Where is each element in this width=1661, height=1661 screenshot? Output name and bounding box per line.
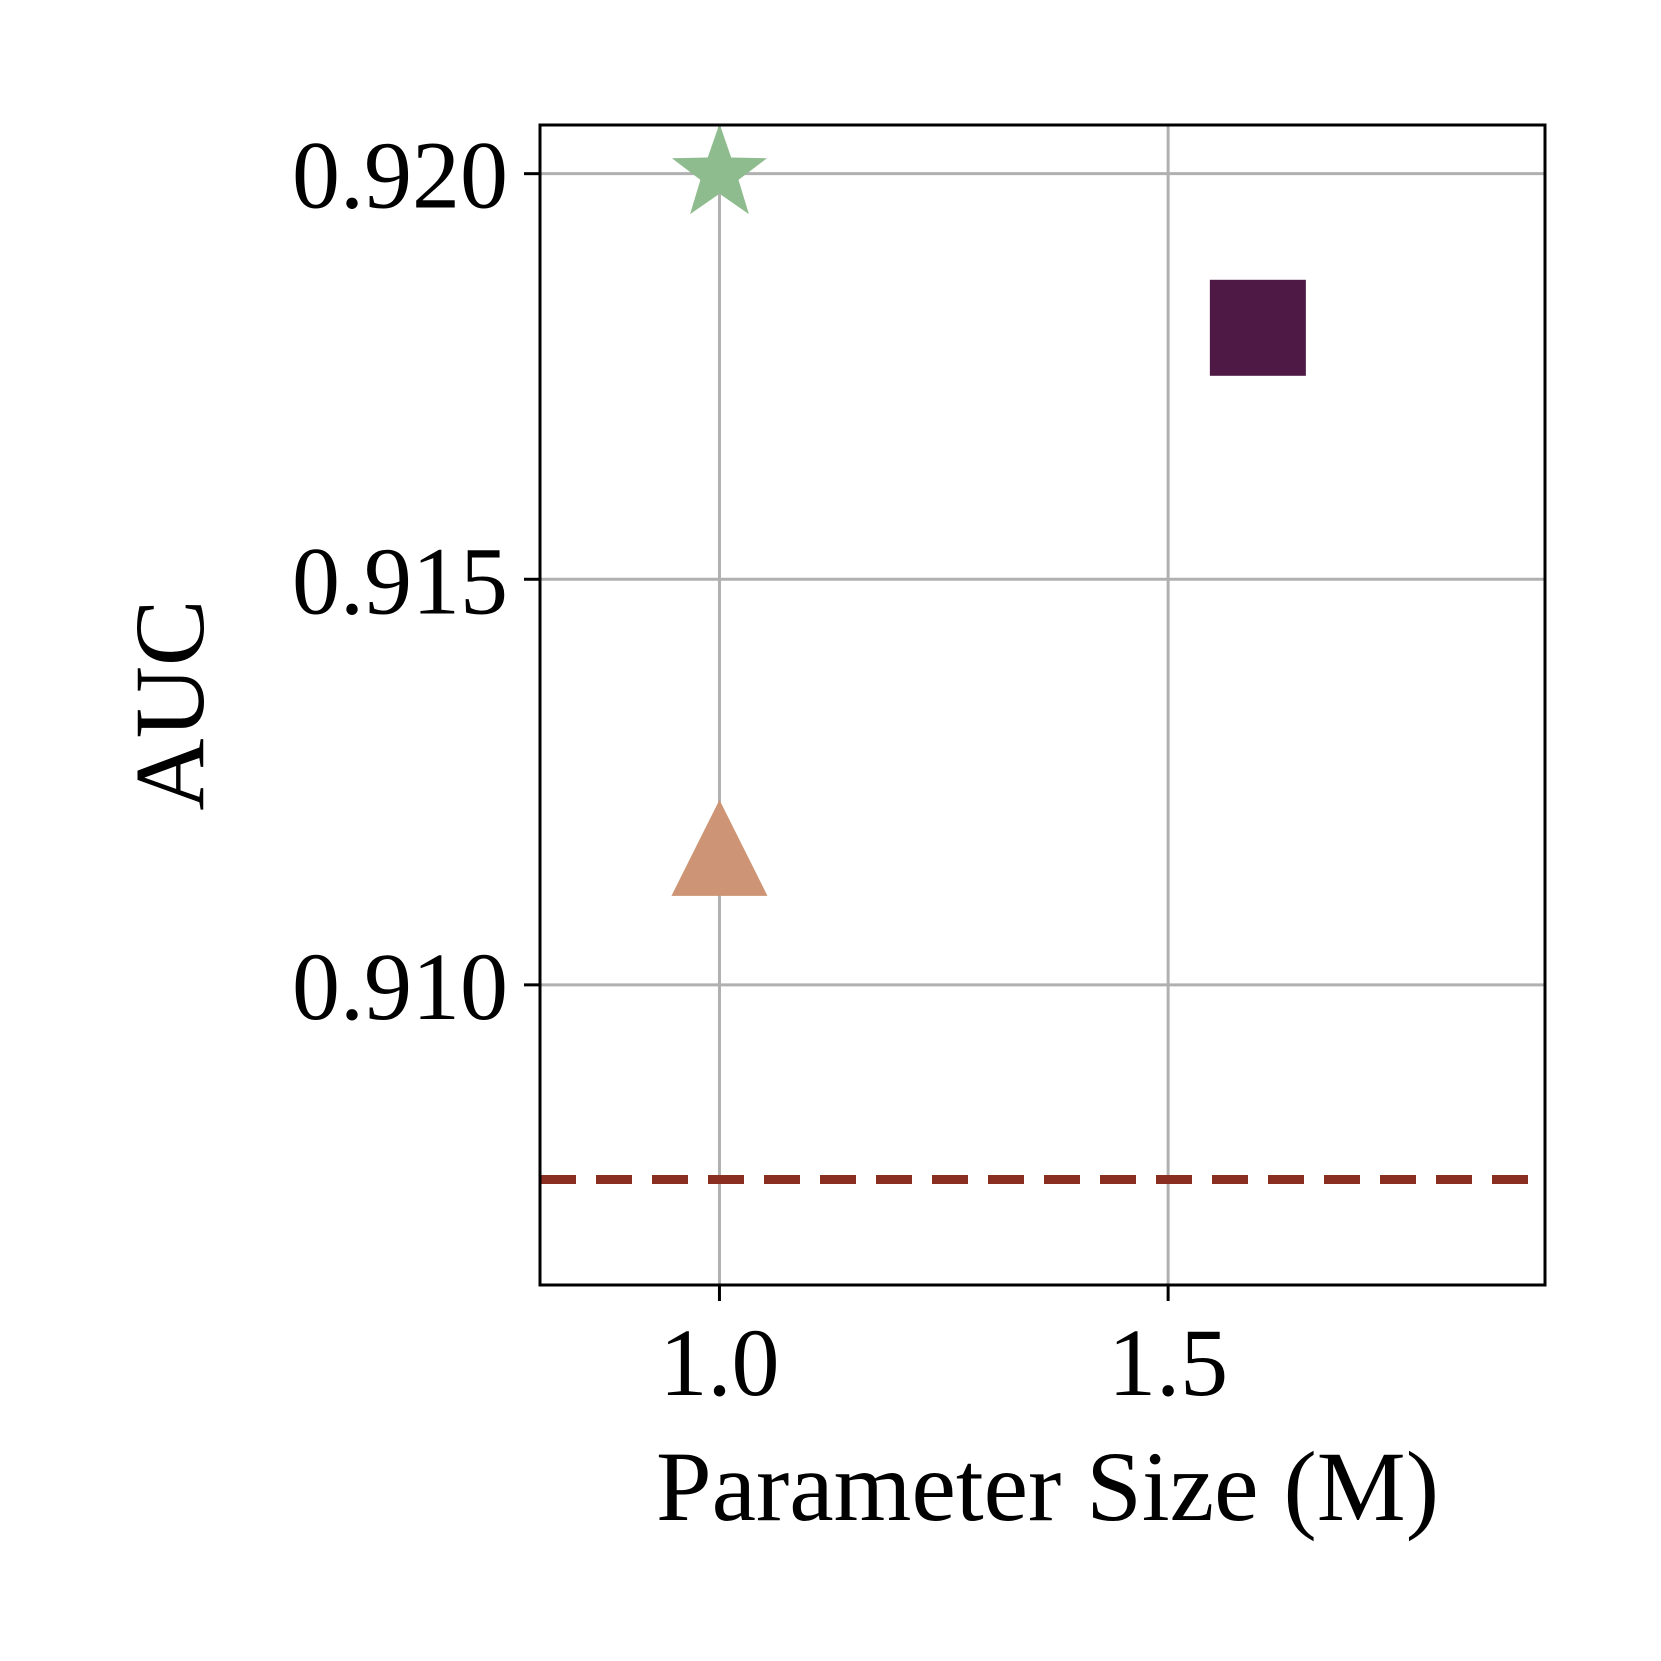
y-tick-label: 0.910 bbox=[292, 933, 508, 1040]
y-tick-label: 0.920 bbox=[292, 122, 508, 229]
star-marker bbox=[671, 123, 767, 215]
square-marker bbox=[1209, 279, 1306, 376]
triangle-marker bbox=[671, 799, 768, 896]
y-axis-label: AUC bbox=[114, 599, 225, 810]
points-layer bbox=[671, 123, 1306, 896]
y-tick-label: 0.915 bbox=[292, 527, 508, 634]
x-axis-label: Parameter Size (M) bbox=[656, 1431, 1439, 1542]
grid-layer bbox=[540, 125, 1545, 1285]
x-tick-label: 1.0 bbox=[659, 1309, 779, 1416]
ticks-layer: 0.910 0.915 0.920 1.0 1.5 bbox=[292, 122, 1228, 1416]
plot-frame bbox=[538, 123, 1547, 1287]
x-tick-label: 1.5 bbox=[1108, 1309, 1228, 1416]
